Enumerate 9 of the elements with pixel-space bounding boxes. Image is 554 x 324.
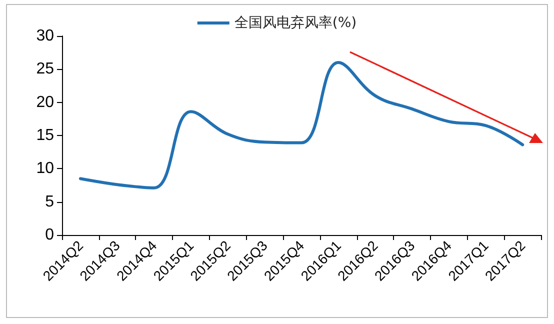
y-tick-label: 10 <box>36 160 54 178</box>
y-tick-label: 5 <box>45 193 54 210</box>
line-series <box>78 61 524 190</box>
legend-label: 全国风电弃风率(%) <box>234 15 357 31</box>
y-tick-label: 20 <box>36 94 54 111</box>
y-tick-label: 0 <box>45 226 54 244</box>
y-tick-label: 15 <box>36 127 54 144</box>
y-tick-label: 30 <box>36 28 54 44</box>
y-tick-label: 25 <box>36 60 54 78</box>
